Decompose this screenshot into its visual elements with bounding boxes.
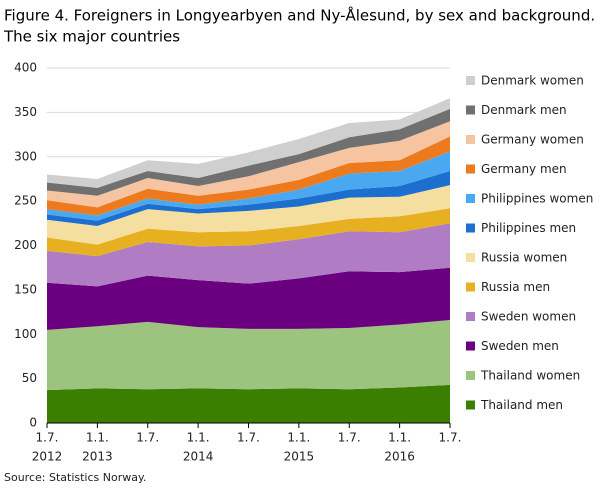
y-tick-label: 300 [14, 149, 37, 163]
legend-label: Thailand women [480, 369, 580, 383]
legend-swatch [466, 371, 475, 380]
x-tick-label: 1.1. [388, 431, 411, 445]
area [47, 98, 450, 188]
x-tick-label: 1.7. [439, 431, 462, 445]
y-tick-label: 350 [14, 105, 37, 119]
legend-label: Russia men [481, 280, 550, 294]
x-tick-label: 1.1. [287, 431, 310, 445]
x-year-label: 2015 [284, 450, 315, 464]
x-tick-label: 1.7. [136, 431, 159, 445]
legend-label: Denmark men [481, 103, 567, 117]
y-tick-label: 100 [14, 327, 37, 341]
area [47, 170, 450, 226]
legend-label: Philippines women [481, 192, 593, 206]
x-tick-label: 1.1. [86, 431, 109, 445]
legend-swatch [466, 312, 475, 321]
legend-swatch [466, 194, 475, 203]
y-tick-label: 150 [14, 282, 37, 296]
legend-label: Thailand men [480, 398, 563, 412]
area [47, 151, 450, 221]
source: Source: Statistics Norway. [4, 471, 146, 484]
y-tick-label: 200 [14, 238, 37, 252]
x-tick-label: 1.7. [338, 431, 361, 445]
area [47, 208, 450, 257]
legend-swatch [466, 164, 475, 174]
area [47, 267, 450, 330]
area [47, 108, 450, 196]
legend-swatch [466, 282, 475, 292]
y-tick-label: 50 [22, 371, 37, 385]
legend-swatch [466, 400, 475, 410]
area [47, 121, 450, 208]
x-year-label: 2012 [32, 450, 63, 464]
x-year-label: 2014 [183, 450, 214, 464]
legend-label: Denmark women [481, 74, 584, 88]
legend-swatch [466, 253, 475, 262]
legend-label: Germany men [481, 162, 567, 176]
legend-label: Sweden men [481, 339, 559, 353]
y-tick-label: 0 [29, 416, 37, 430]
x-tick-label: 1.7. [36, 431, 59, 445]
x-year-label: 2016 [384, 450, 415, 464]
chart-title: Figure 4. Foreigners in Longyearbyen and… [4, 6, 595, 25]
legend-label: Philippines men [481, 221, 576, 235]
legend-swatch [466, 223, 475, 233]
area [47, 185, 450, 245]
x-tick-label: 1.1. [187, 431, 210, 445]
legend-swatch [466, 76, 475, 85]
y-tick-label: 250 [14, 194, 37, 208]
x-tick-label: 1.7. [237, 431, 260, 445]
legend-label: Russia women [481, 251, 567, 265]
legend-label: Sweden women [481, 310, 576, 324]
area [47, 384, 450, 423]
legend-swatch [466, 105, 475, 115]
area [47, 320, 450, 391]
legend-label: Germany women [481, 133, 584, 147]
area [47, 136, 450, 216]
chart-subtitle: The six major countries [3, 28, 180, 46]
x-year-label: 2013 [82, 450, 113, 464]
legend-swatch [466, 135, 475, 144]
area [47, 223, 450, 287]
y-tick-label: 400 [14, 61, 37, 75]
legend-swatch [466, 341, 475, 351]
